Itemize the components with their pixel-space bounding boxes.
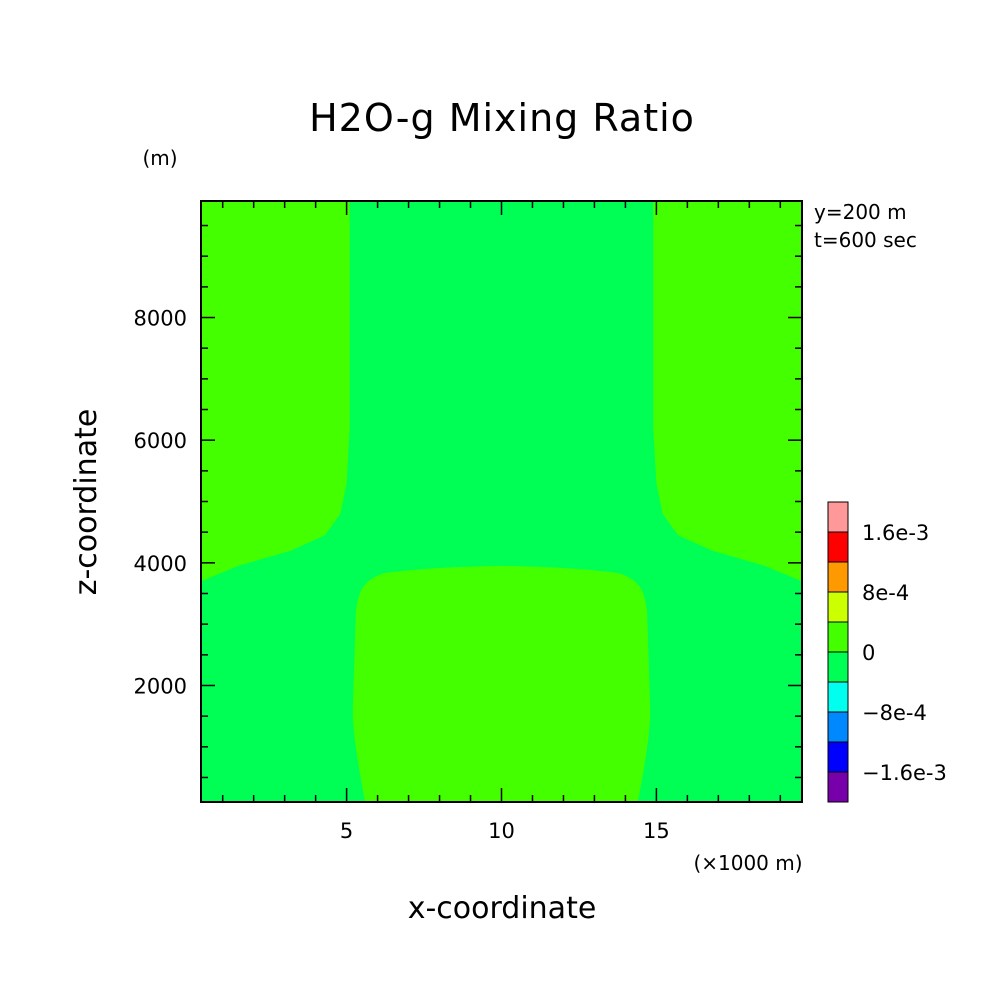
x-tick-label: 10 [488, 819, 515, 843]
y-tick-label: 2000 [134, 674, 187, 698]
heatmap-region-upper-left [201, 201, 350, 582]
heatmap-region-lower-center [352, 565, 651, 802]
colorbar-swatch [827, 561, 849, 593]
colorbar-swatch [827, 741, 849, 773]
y-tick-label: 6000 [134, 429, 187, 453]
colorbar [827, 501, 849, 803]
colorbar-label: 1.6e-3 [862, 521, 929, 545]
plot-frame [200, 200, 803, 803]
x-tick-labels: 5 10 15 [340, 819, 670, 843]
annotation-t: t=600 sec [814, 228, 917, 252]
y-axis-unit: (m) [142, 146, 177, 170]
plot-area [200, 200, 803, 803]
x-axis-unit: (×1000 m) [693, 851, 802, 875]
y-axis-label: z-coordinate [69, 409, 104, 596]
colorbar-labels: 1.6e-3 8e-4 0 −8e-4 −1.6e-3 [862, 521, 947, 785]
colorbar-swatch [827, 681, 849, 713]
colorbar-label: 8e-4 [862, 581, 909, 605]
x-tick-label: 5 [340, 819, 353, 843]
colorbar-label: −1.6e-3 [862, 761, 947, 785]
colorbar-swatch [827, 771, 849, 803]
y-tick-label: 8000 [134, 307, 187, 331]
y-tick-label: 4000 [134, 552, 187, 576]
colorbar-swatch [827, 621, 849, 653]
x-tick-label: 15 [643, 819, 670, 843]
axis-ticks [201, 201, 802, 802]
colorbar-label: 0 [862, 641, 875, 665]
chart-title: H2O-g Mixing Ratio [309, 96, 695, 140]
colorbar-swatch [827, 531, 849, 563]
heatmap-region-upper-right [653, 201, 802, 582]
colorbar-label: −8e-4 [862, 701, 927, 725]
colorbar-swatch [827, 711, 849, 743]
colorbar-swatch [827, 591, 849, 623]
colorbar-swatch [827, 651, 849, 683]
annotation-y: y=200 m [814, 200, 907, 224]
y-tick-labels: 2000 4000 6000 8000 [134, 307, 187, 699]
x-axis-label: x-coordinate [408, 891, 597, 926]
colorbar-swatch [827, 501, 849, 533]
